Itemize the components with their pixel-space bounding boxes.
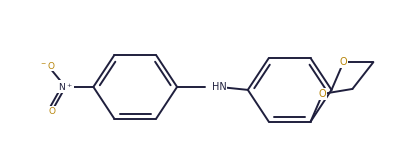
Text: HN: HN <box>212 82 226 92</box>
Text: O: O <box>48 107 55 116</box>
Text: O: O <box>340 57 347 67</box>
Text: O: O <box>319 89 326 99</box>
Text: $^-$O: $^-$O <box>39 60 56 71</box>
Text: N$^+$: N$^+$ <box>58 81 73 93</box>
